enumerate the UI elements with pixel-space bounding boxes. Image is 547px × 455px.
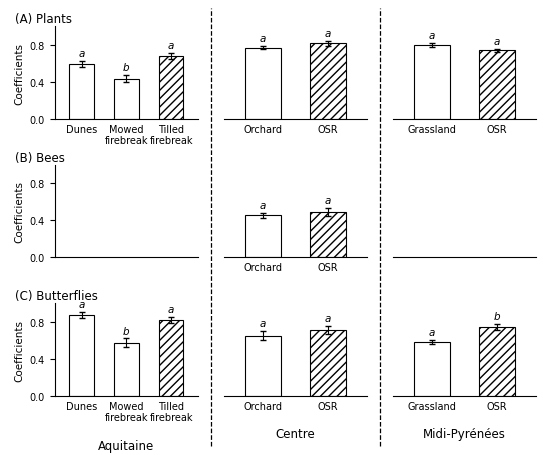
Bar — [114, 79, 138, 119]
Text: a: a — [78, 300, 85, 310]
Y-axis label: Coefficients: Coefficients — [14, 181, 24, 243]
Text: a: a — [260, 318, 266, 329]
Bar — [69, 65, 94, 119]
X-axis label: Midi-Pyrénées: Midi-Pyrénées — [423, 427, 506, 440]
Bar — [310, 212, 346, 258]
Bar — [245, 216, 281, 258]
Bar — [479, 327, 515, 396]
X-axis label: Aquitaine: Aquitaine — [98, 439, 154, 452]
Y-axis label: Coefficients: Coefficients — [14, 42, 24, 104]
Bar — [69, 315, 94, 396]
X-axis label: Centre: Centre — [276, 427, 315, 440]
Bar — [159, 320, 183, 396]
Text: b: b — [123, 63, 130, 73]
Bar — [245, 49, 281, 119]
Text: a: a — [168, 305, 174, 315]
Text: a: a — [260, 34, 266, 44]
Bar — [114, 343, 138, 396]
Text: a: a — [168, 41, 174, 51]
Bar — [310, 44, 346, 119]
Text: a: a — [429, 327, 435, 337]
Bar — [479, 51, 515, 119]
Text: a: a — [325, 196, 331, 206]
Text: a: a — [325, 29, 331, 39]
Text: b: b — [494, 312, 501, 322]
Text: (B) Bees: (B) Bees — [15, 152, 65, 164]
Bar — [310, 330, 346, 396]
Bar — [245, 336, 281, 396]
Text: a: a — [260, 201, 266, 211]
Text: (C) Butterflies: (C) Butterflies — [15, 289, 97, 303]
Text: (A) Plants: (A) Plants — [15, 13, 72, 26]
Bar — [414, 46, 450, 119]
Text: b: b — [123, 326, 130, 336]
Bar — [159, 57, 183, 119]
Y-axis label: Coefficients: Coefficients — [14, 319, 24, 381]
Text: a: a — [429, 31, 435, 41]
Text: a: a — [325, 313, 331, 324]
Bar — [414, 342, 450, 396]
Text: a: a — [78, 49, 85, 59]
Text: a: a — [494, 37, 500, 47]
